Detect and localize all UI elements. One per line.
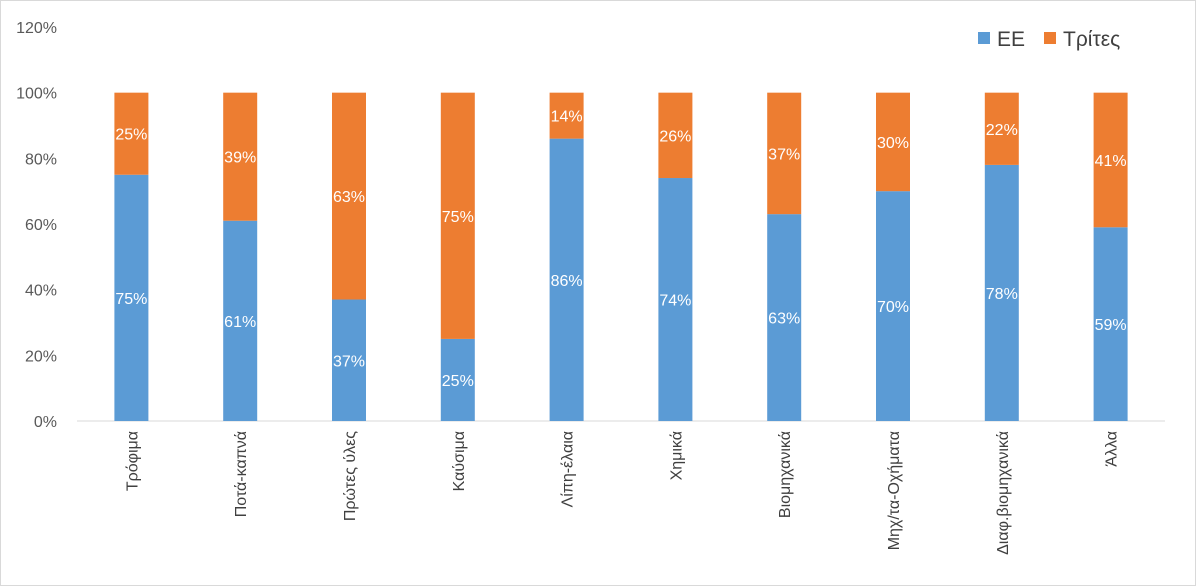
legend-label-ee: ΕΕ (997, 28, 1025, 51)
y-tick-label: 60% (25, 217, 57, 234)
data-label: 37% (333, 353, 365, 370)
legend-swatch-trites (1044, 32, 1056, 44)
data-label: 74% (659, 293, 691, 310)
bar-ee (440, 338, 475, 421)
data-label: 61% (224, 314, 256, 331)
y-tick-label: 0% (34, 414, 57, 431)
bar-trites (984, 92, 1019, 165)
x-category-label: Άλλα (1104, 431, 1121, 467)
bar-trites (1093, 92, 1128, 228)
data-label: 25% (115, 127, 147, 144)
bar-ee (549, 138, 584, 421)
x-category-label: Διαφ.βιομηχανικά (995, 431, 1012, 555)
bar-ee (223, 220, 258, 421)
bar-trites (332, 92, 366, 300)
y-tick-label: 100% (16, 86, 57, 103)
bar-ee (876, 191, 910, 421)
x-category-label: Τρόφιμα (124, 431, 141, 491)
bar-trites (658, 92, 693, 179)
data-label: 70% (877, 299, 909, 316)
data-label: 41% (1095, 153, 1127, 170)
bar-trites (114, 92, 149, 175)
data-label: 37% (768, 146, 800, 163)
bar-ee (767, 214, 802, 421)
bar-ee (984, 164, 1019, 421)
data-label: 25% (442, 373, 474, 390)
legend-swatch-ee (978, 32, 990, 44)
x-category-label: Πρώτες ύλες (342, 431, 359, 521)
x-category-label: Ποτά-καπνά (233, 431, 250, 517)
data-label: 63% (768, 311, 800, 328)
data-label: 75% (442, 209, 474, 226)
data-label: 75% (115, 291, 147, 308)
legend-label-trites: Τρίτες (1063, 28, 1120, 51)
x-category-label: Μηχ/τα-Οχήματα (886, 431, 903, 550)
y-tick-label: 40% (25, 283, 57, 300)
y-tick-label: 80% (25, 151, 57, 168)
bar-trites (876, 92, 910, 192)
data-label: 39% (224, 150, 256, 167)
bar-trites (223, 92, 258, 221)
bar-trites (440, 92, 475, 339)
bar-trites (767, 92, 802, 215)
data-label: 30% (877, 135, 909, 152)
bar-ee (332, 299, 366, 421)
y-tick-label: 120% (16, 20, 57, 37)
data-label: 14% (551, 109, 583, 126)
data-label: 22% (986, 122, 1018, 139)
x-category-label: Βιομηχανικά (777, 431, 794, 518)
x-category-label: Λίπη-έλαια (560, 431, 577, 507)
data-label: 63% (333, 189, 365, 206)
data-label: 86% (551, 273, 583, 290)
data-label: 59% (1095, 317, 1127, 334)
x-category-label: Χημικά (668, 431, 685, 480)
y-tick-label: 20% (25, 348, 57, 365)
data-label: 78% (986, 286, 1018, 303)
bar-ee (1093, 227, 1128, 421)
x-category-label: Καύσιμα (451, 431, 468, 491)
bar-ee (658, 178, 693, 421)
data-label: 26% (659, 128, 691, 145)
bar-trites (549, 92, 584, 139)
bar-ee (114, 174, 149, 421)
